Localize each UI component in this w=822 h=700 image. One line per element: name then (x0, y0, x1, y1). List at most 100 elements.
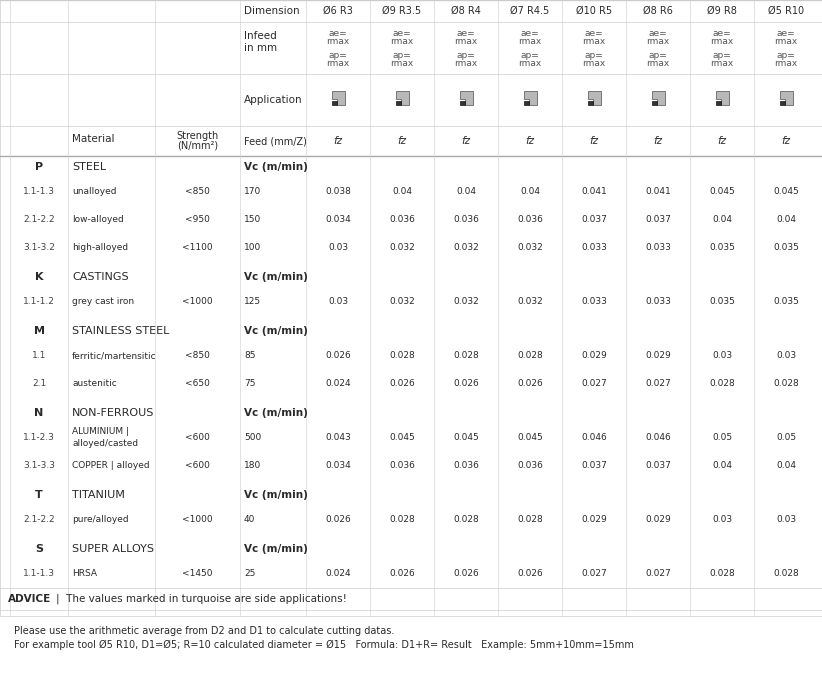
Text: 75: 75 (244, 379, 256, 389)
Text: HRSA: HRSA (72, 570, 97, 578)
Text: ap=: ap= (777, 50, 796, 60)
Text: 0.03: 0.03 (328, 298, 348, 307)
Bar (0, 126, 822, 156)
Text: Ø8 R6: Ø8 R6 (643, 6, 673, 16)
Text: <1100: <1100 (182, 244, 213, 253)
Text: 2.1-2.2: 2.1-2.2 (23, 216, 55, 225)
Bar (816, 288, 822, 316)
Text: 150: 150 (244, 216, 261, 225)
Text: ferritic/martensitic: ferritic/martensitic (72, 351, 157, 360)
Text: <850: <850 (185, 351, 210, 360)
Text: ae=: ae= (713, 29, 732, 38)
Text: 0.05: 0.05 (712, 433, 732, 442)
Text: M: M (34, 326, 44, 336)
Text: ae=: ae= (584, 29, 603, 38)
Polygon shape (524, 91, 537, 105)
Text: 2.1-2.2: 2.1-2.2 (23, 515, 55, 524)
Bar (0, 0, 822, 616)
Text: 0.028: 0.028 (517, 515, 543, 524)
Bar (816, 370, 822, 398)
Bar (396, 101, 400, 105)
Text: (N/mm²): (N/mm²) (177, 141, 218, 151)
Bar (0, 402, 822, 424)
Bar (0, 588, 822, 610)
Bar (816, 206, 822, 234)
Text: ae=: ae= (393, 29, 411, 38)
Text: ap=: ap= (520, 50, 539, 60)
Text: 0.026: 0.026 (326, 351, 351, 360)
Text: 0.036: 0.036 (517, 216, 543, 225)
Text: <650: <650 (185, 379, 210, 389)
Text: 0.027: 0.027 (581, 379, 607, 389)
Text: |  The values marked in turquoise are side applications!: | The values marked in turquoise are sid… (56, 594, 347, 604)
Text: 0.05: 0.05 (776, 433, 796, 442)
Text: 0.033: 0.033 (645, 244, 671, 253)
Bar (0, 484, 822, 506)
Text: 0.028: 0.028 (774, 570, 799, 578)
Text: <1450: <1450 (182, 570, 213, 578)
Text: Ø10 R5: Ø10 R5 (576, 6, 612, 16)
Bar (816, 178, 822, 206)
Text: 0.041: 0.041 (581, 188, 607, 197)
Bar (816, 234, 822, 262)
Text: rmax: rmax (390, 60, 413, 69)
Bar (716, 101, 721, 105)
Text: 0.04: 0.04 (456, 188, 476, 197)
Text: ae=: ae= (649, 29, 667, 38)
Bar (816, 402, 822, 424)
Text: 0.03: 0.03 (776, 351, 796, 360)
Text: ap=: ap= (584, 50, 603, 60)
Text: <600: <600 (185, 461, 210, 470)
Text: rmax: rmax (646, 38, 670, 46)
Text: 0.045: 0.045 (389, 433, 415, 442)
Bar (816, 424, 822, 452)
Text: STEEL: STEEL (72, 162, 106, 172)
Text: 25: 25 (244, 570, 256, 578)
Text: P: P (35, 162, 43, 172)
Text: unalloyed: unalloyed (72, 188, 117, 197)
Text: 125: 125 (244, 298, 261, 307)
Text: S: S (35, 544, 43, 554)
Text: 0.033: 0.033 (581, 298, 607, 307)
Text: 0.033: 0.033 (581, 244, 607, 253)
Text: COPPER | alloyed: COPPER | alloyed (72, 461, 150, 470)
Text: Dimension: Dimension (244, 6, 300, 16)
Text: rmax: rmax (774, 38, 797, 46)
Text: austenitic: austenitic (72, 379, 117, 389)
Bar (0, 234, 822, 262)
Text: 0.03: 0.03 (776, 515, 796, 524)
Text: Vc (m/min): Vc (m/min) (244, 162, 308, 172)
Text: N: N (35, 408, 44, 418)
Text: 0.035: 0.035 (773, 298, 799, 307)
Text: 0.045: 0.045 (517, 433, 543, 442)
Text: 0.037: 0.037 (581, 216, 607, 225)
Text: 0.038: 0.038 (325, 188, 351, 197)
Bar (816, 560, 822, 588)
Bar (460, 101, 464, 105)
Bar (816, 506, 822, 534)
Text: ae=: ae= (329, 29, 348, 38)
Text: alloyed/casted: alloyed/casted (72, 438, 138, 447)
Text: 0.029: 0.029 (581, 351, 607, 360)
Text: Feed (mm/Z): Feed (mm/Z) (244, 136, 307, 146)
Text: 1.1: 1.1 (32, 351, 46, 360)
Text: ap=: ap= (713, 50, 732, 60)
Text: 0.029: 0.029 (581, 515, 607, 524)
Text: 0.04: 0.04 (776, 216, 796, 225)
Text: low-alloyed: low-alloyed (72, 216, 124, 225)
Text: 0.037: 0.037 (581, 461, 607, 470)
Text: Please use the arithmetic average from D2 and D1 to calculate cutting datas.: Please use the arithmetic average from D… (14, 626, 395, 636)
Text: rmax: rmax (455, 38, 478, 46)
Text: 0.03: 0.03 (328, 244, 348, 253)
Polygon shape (715, 91, 728, 105)
Text: Ø7 R4.5: Ø7 R4.5 (510, 6, 550, 16)
Text: ADVICE: ADVICE (8, 594, 51, 604)
Bar (0, 398, 822, 402)
Text: 0.036: 0.036 (453, 461, 479, 470)
Text: K: K (35, 272, 44, 282)
Bar (0, 0, 822, 22)
Polygon shape (331, 91, 344, 105)
Text: 0.028: 0.028 (517, 351, 543, 360)
Text: SUPER ALLOYS: SUPER ALLOYS (72, 544, 154, 554)
Text: 0.032: 0.032 (389, 298, 415, 307)
